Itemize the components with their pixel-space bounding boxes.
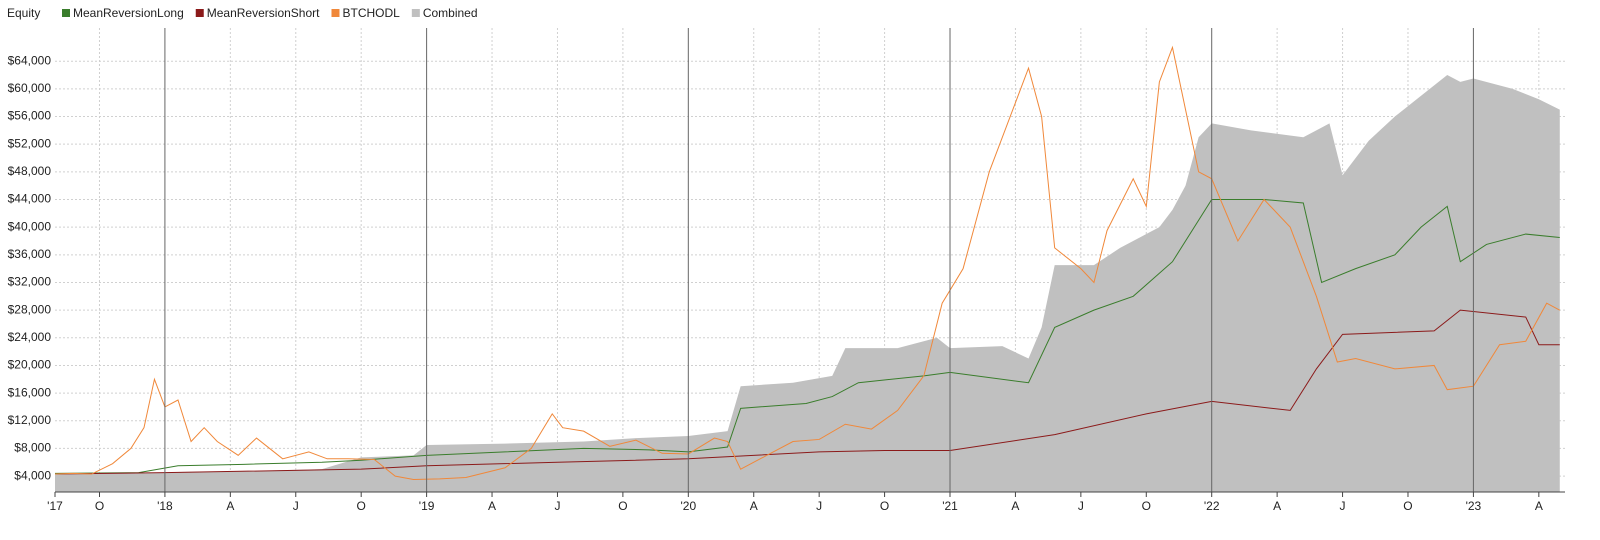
chart-title: Equity (7, 6, 40, 20)
x-tick-label: J (1340, 499, 1346, 513)
y-tick-label: $12,000 (8, 413, 52, 427)
line (54, 198, 1560, 474)
y-tick-label: $28,000 (8, 302, 52, 316)
y-tick-label: $16,000 (8, 385, 52, 399)
legend-label: MeanReversionLong (73, 6, 184, 20)
x-tick-label: A (1535, 499, 1543, 513)
y-tick-label: $52,000 (8, 136, 52, 150)
x-tick-label: J (816, 499, 822, 513)
y-tick-label: $8,000 (14, 441, 51, 455)
x-tick-label: J (1078, 499, 1084, 513)
y-tick-label: $48,000 (8, 164, 52, 178)
legend-swatch (195, 9, 204, 17)
axes: $4,000 $8,000 $12,000 $16,000 $20,000 $24,000… (8, 28, 1565, 513)
x-tick-label: '22 (1204, 499, 1220, 513)
x-tick-label: '17 (47, 499, 63, 513)
area (55, 75, 1560, 493)
legend-swatch (331, 9, 340, 17)
x-tick-label: O (1403, 499, 1412, 513)
y-tick-label: $4,000 (14, 468, 51, 482)
x-tick-label: O (880, 499, 889, 513)
line (54, 309, 1560, 475)
plot (54, 45, 1561, 493)
legend-label: MeanReversionShort (207, 6, 320, 20)
x-tick-label: '18 (157, 499, 173, 513)
y-tick-label: $64,000 (8, 53, 52, 67)
x-tick-label: A (750, 499, 758, 513)
legend-swatch (62, 9, 70, 17)
y-tick-label: $32,000 (8, 275, 52, 289)
x-tick-label: O (357, 499, 366, 513)
y-tick-label: $20,000 (8, 358, 52, 372)
y-tick-label: $36,000 (8, 247, 52, 261)
x-tick-label: A (1011, 499, 1019, 513)
x-tick-label: O (95, 499, 104, 513)
x-tick-label: '19 (419, 499, 435, 513)
x-tick-label: J (554, 499, 560, 513)
x-tick-label: '20 (680, 499, 696, 513)
legend-swatch (411, 9, 420, 17)
x-tick-label: A (226, 499, 234, 513)
x-tick-label: '23 (1466, 499, 1482, 513)
x-tick-label: O (1142, 499, 1151, 513)
y-tick-label: $24,000 (8, 330, 52, 344)
x-tick-label: J (293, 499, 299, 513)
x-tick-label: O (618, 499, 627, 513)
x-tick-label: A (488, 499, 496, 513)
y-tick-label: $60,000 (8, 81, 52, 95)
x-tick-label: A (1273, 499, 1281, 513)
line (54, 45, 1561, 481)
legend-label: Combined (423, 6, 478, 20)
y-tick-label: $56,000 (8, 109, 52, 123)
x-tick-label: '21 (942, 499, 958, 513)
legend-label: BTCHODL (342, 6, 400, 20)
y-tick-label: $40,000 (8, 219, 52, 233)
y-tick-label: $44,000 (8, 192, 52, 206)
